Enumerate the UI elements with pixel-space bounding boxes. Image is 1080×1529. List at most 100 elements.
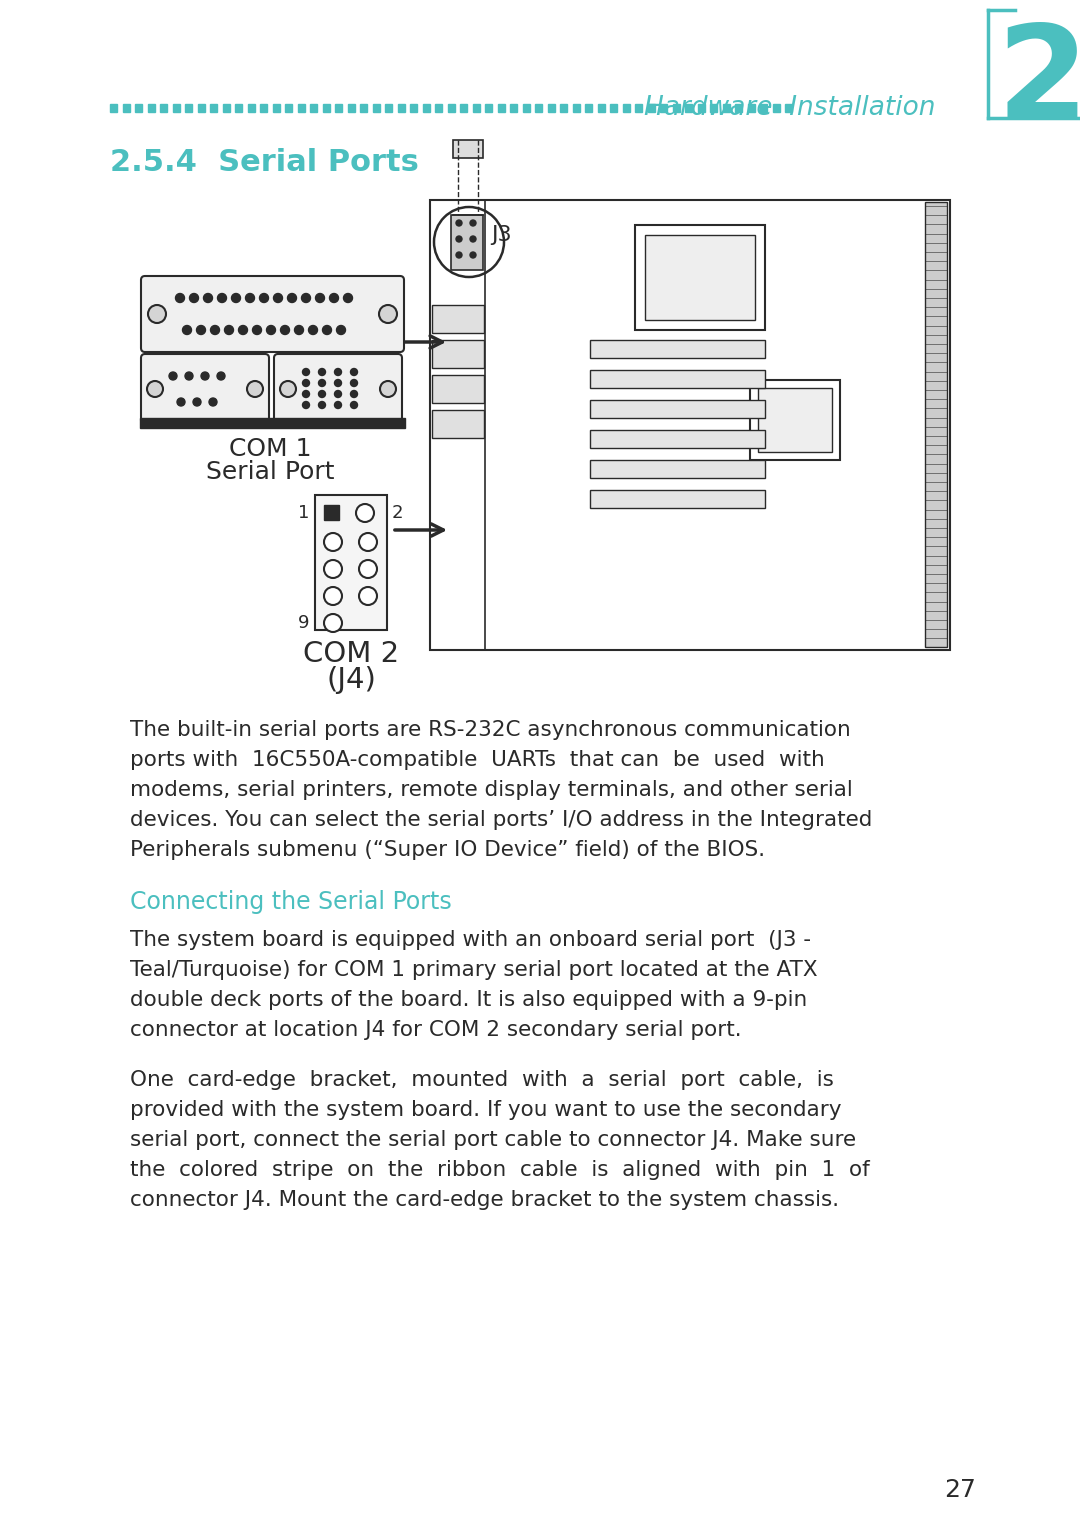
Bar: [485, 104, 492, 112]
Text: (J4): (J4): [326, 667, 376, 694]
Circle shape: [335, 402, 341, 408]
Text: Peripherals submenu (“Super IO Device” field) of the BIOS.: Peripherals submenu (“Super IO Device” f…: [130, 839, 765, 859]
Circle shape: [319, 390, 325, 398]
Bar: [523, 104, 529, 112]
Bar: [561, 104, 567, 112]
Circle shape: [324, 587, 342, 605]
Bar: [673, 104, 679, 112]
Bar: [198, 104, 204, 112]
Bar: [210, 104, 217, 112]
Bar: [572, 104, 580, 112]
Bar: [122, 104, 130, 112]
Circle shape: [470, 220, 476, 226]
Bar: [432, 410, 484, 437]
Bar: [735, 104, 742, 112]
Bar: [498, 104, 504, 112]
Bar: [597, 104, 605, 112]
Circle shape: [335, 368, 341, 376]
Text: modems, serial printers, remote display terminals, and other serial: modems, serial printers, remote display …: [130, 780, 853, 800]
Circle shape: [351, 402, 357, 408]
Bar: [422, 104, 430, 112]
Bar: [410, 104, 417, 112]
Bar: [373, 104, 379, 112]
Circle shape: [189, 294, 199, 303]
Circle shape: [470, 252, 476, 258]
Bar: [285, 104, 292, 112]
Bar: [698, 104, 704, 112]
Bar: [348, 104, 354, 112]
Bar: [590, 401, 765, 417]
Text: 2: 2: [392, 505, 404, 521]
Bar: [645, 235, 755, 320]
Circle shape: [359, 560, 377, 578]
Bar: [335, 104, 342, 112]
Circle shape: [359, 587, 377, 605]
Bar: [140, 417, 405, 428]
Bar: [297, 104, 305, 112]
Bar: [148, 104, 154, 112]
Bar: [510, 104, 517, 112]
Text: Hardware  Installation: Hardware Installation: [645, 95, 935, 121]
Bar: [473, 104, 480, 112]
Circle shape: [247, 381, 264, 398]
Text: The system board is equipped with an onboard serial port  (J3 -: The system board is equipped with an onb…: [130, 930, 811, 950]
Text: 1: 1: [298, 505, 309, 521]
Text: serial port, connect the serial port cable to connector J4. Make sure: serial port, connect the serial port cab…: [130, 1130, 856, 1150]
Bar: [432, 339, 484, 368]
Text: 2: 2: [996, 20, 1080, 147]
Bar: [635, 104, 642, 112]
Circle shape: [335, 379, 341, 387]
Bar: [648, 104, 654, 112]
Bar: [432, 375, 484, 404]
Circle shape: [319, 379, 325, 387]
Text: double deck ports of the board. It is also equipped with a 9-pin: double deck ports of the board. It is al…: [130, 989, 807, 1011]
Circle shape: [193, 398, 201, 407]
Circle shape: [323, 326, 332, 335]
Circle shape: [456, 252, 462, 258]
Bar: [760, 104, 767, 112]
Bar: [590, 339, 765, 358]
Text: Teal/Turquoise) for COM 1 primary serial port located at the ATX: Teal/Turquoise) for COM 1 primary serial…: [130, 960, 818, 980]
Circle shape: [225, 326, 233, 335]
Bar: [660, 104, 667, 112]
Circle shape: [379, 304, 397, 323]
Bar: [585, 104, 592, 112]
Bar: [435, 104, 442, 112]
Circle shape: [168, 372, 177, 381]
Text: provided with the system board. If you want to use the secondary: provided with the system board. If you w…: [130, 1099, 841, 1121]
Text: COM 2: COM 2: [302, 641, 400, 668]
Bar: [110, 104, 117, 112]
Bar: [924, 202, 947, 647]
Text: 27: 27: [944, 1479, 976, 1501]
Circle shape: [177, 398, 185, 407]
Circle shape: [253, 326, 261, 335]
Bar: [590, 460, 765, 479]
Bar: [723, 104, 729, 112]
Text: the  colored  stripe  on  the  ribbon  cable  is  aligned  with  pin  1  of: the colored stripe on the ribbon cable i…: [130, 1161, 869, 1180]
Circle shape: [273, 294, 283, 303]
Bar: [447, 104, 455, 112]
Text: connector J4. Mount the card-edge bracket to the system chassis.: connector J4. Mount the card-edge bracke…: [130, 1190, 839, 1209]
Bar: [750, 381, 840, 460]
Text: Serial Port: Serial Port: [206, 460, 334, 485]
Circle shape: [210, 398, 217, 407]
Text: The built-in serial ports are RS-232C asynchronous communication: The built-in serial ports are RS-232C as…: [130, 720, 851, 740]
Circle shape: [185, 372, 193, 381]
Circle shape: [302, 368, 310, 376]
Circle shape: [175, 294, 185, 303]
Circle shape: [324, 534, 342, 550]
Circle shape: [351, 368, 357, 376]
Text: Connecting the Serial Ports: Connecting the Serial Ports: [130, 890, 451, 914]
Circle shape: [324, 615, 342, 631]
Bar: [622, 104, 630, 112]
Bar: [160, 104, 167, 112]
Bar: [758, 388, 832, 453]
Circle shape: [295, 326, 303, 335]
Circle shape: [211, 326, 219, 335]
Bar: [430, 200, 950, 650]
Bar: [432, 304, 484, 333]
Text: COM 1: COM 1: [229, 437, 311, 462]
Text: connector at location J4 for COM 2 secondary serial port.: connector at location J4 for COM 2 secon…: [130, 1020, 742, 1040]
Bar: [235, 104, 242, 112]
Bar: [548, 104, 554, 112]
